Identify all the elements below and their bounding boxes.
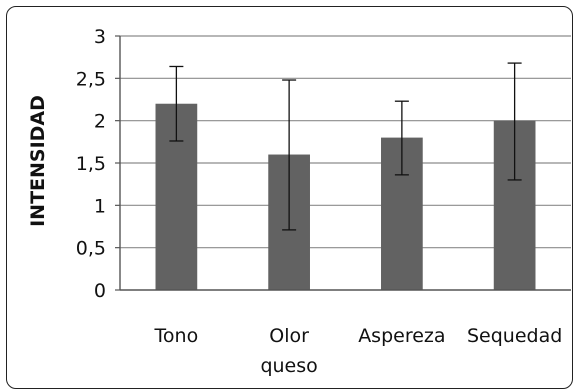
y-tick-label: 2,5 xyxy=(76,68,106,90)
y-tick-label: 0 xyxy=(94,280,106,302)
label-layer: 0 0,5 1 1,5 2 2,5 3 Tono Olor queso Aspereza Sequed… xyxy=(76,26,563,377)
y-axis-title: INTENSIDAD xyxy=(27,95,49,227)
error-layer xyxy=(169,62,522,231)
x-category-label: Sequedad xyxy=(467,325,562,347)
bar-layer xyxy=(155,103,536,291)
x-category-label: Tono xyxy=(154,325,199,347)
y-tick-label: 1 xyxy=(94,195,106,217)
y-tick-label: 0,5 xyxy=(76,238,106,260)
y-tick-label: 2 xyxy=(94,111,106,133)
y-tick-label: 3 xyxy=(94,26,106,48)
x-category-label: Aspereza xyxy=(358,325,445,347)
y-tick-label: 1,5 xyxy=(76,153,106,175)
x-category-label: Olor queso xyxy=(260,325,317,377)
axis-layer xyxy=(115,35,571,291)
